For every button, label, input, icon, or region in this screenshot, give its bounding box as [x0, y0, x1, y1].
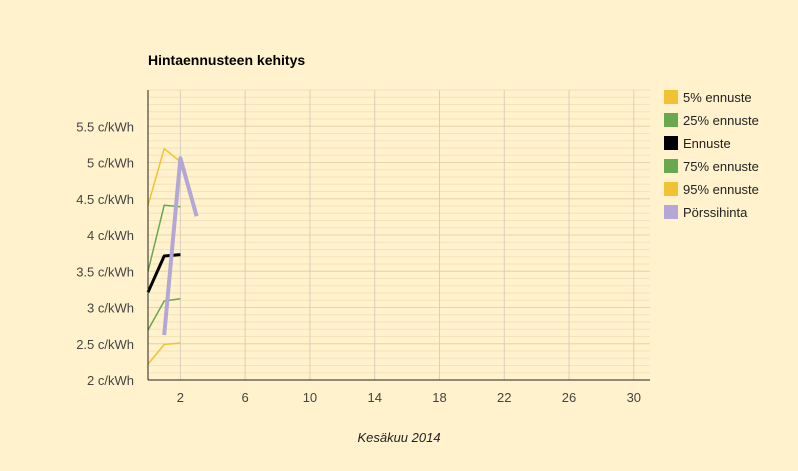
legend-item[interactable]: 5% ennuste	[664, 90, 752, 105]
legend-item[interactable]: Pörssihinta	[664, 205, 748, 220]
x-axis-label: Kesäkuu 2014	[357, 430, 440, 445]
axes	[147, 90, 650, 381]
x-tick-label: 18	[432, 390, 446, 405]
legend-label: 95% ennuste	[683, 182, 759, 197]
legend-item[interactable]: Ennuste	[664, 136, 731, 151]
x-tick-label: 26	[562, 390, 576, 405]
chart-title: Hintaennusteen kehitys	[148, 52, 305, 68]
series-lines	[146, 147, 199, 365]
legend-swatch	[664, 159, 678, 173]
legend-swatch	[664, 136, 678, 150]
series-line	[147, 342, 181, 365]
x-tick-label: 14	[367, 390, 381, 405]
legend-item[interactable]: 75% ennuste	[664, 159, 759, 174]
y-axis-ticks: 2 c/kWh 2.5 c/kWh 3 c/kWh 3.5 c/kWh 4 c/kWh 4…	[76, 119, 134, 388]
series-line	[147, 298, 181, 331]
legend-swatch	[664, 113, 678, 127]
x-tick-label: 30	[627, 390, 641, 405]
y-tick-label: 4 c/kWh	[87, 228, 134, 243]
x-axis-ticks: 2 6 10 14 18 22 26 30	[177, 390, 641, 405]
y-tick-label: 5 c/kWh	[87, 156, 134, 171]
y-tick-label: 2.5 c/kWh	[76, 337, 134, 352]
y-tick-label: 3 c/kWh	[87, 301, 134, 316]
x-tick-label: 22	[497, 390, 511, 405]
legend-item[interactable]: 95% ennuste	[664, 182, 759, 197]
y-tick-label: 3.5 c/kWh	[76, 264, 134, 279]
x-tick-label: 10	[303, 390, 317, 405]
y-tick-label: 2 c/kWh	[87, 373, 134, 388]
legend-label: Pörssihinta	[683, 205, 748, 220]
legend-label: 5% ennuste	[683, 90, 752, 105]
series-line	[147, 147, 181, 206]
legend-item[interactable]: 25% ennuste	[664, 113, 759, 128]
y-tick-label: 5.5 c/kWh	[76, 119, 134, 134]
legend-swatch	[664, 205, 678, 219]
legend-label: 75% ennuste	[683, 159, 759, 174]
y-tick-label: 4.5 c/kWh	[76, 192, 134, 207]
series-line	[162, 156, 199, 336]
x-tick-label: 6	[242, 390, 249, 405]
x-tick-label: 2	[177, 390, 184, 405]
legend-swatch	[664, 90, 678, 104]
legend[interactable]: 5% ennuste 25% ennuste Ennuste 75% ennuste 9…	[664, 90, 759, 220]
legend-swatch	[664, 182, 678, 196]
legend-label: Ennuste	[683, 136, 731, 151]
legend-label: 25% ennuste	[683, 113, 759, 128]
series-line	[146, 253, 181, 293]
